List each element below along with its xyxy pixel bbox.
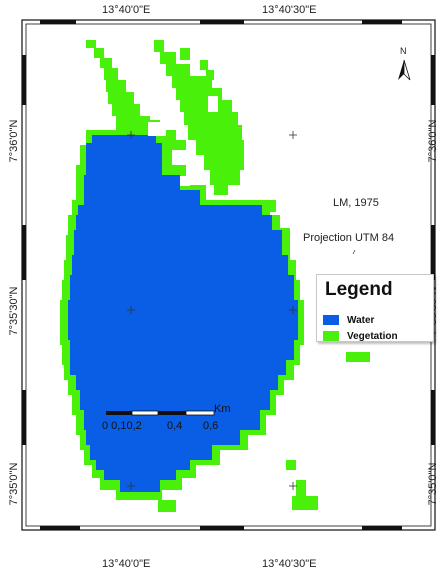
water-cell xyxy=(74,230,282,255)
legend-label-vegetation: Vegetation xyxy=(347,330,398,342)
coord-label-top-right: 13°40'30"E xyxy=(262,4,317,16)
coord-label-left-3: 7°35'0"N xyxy=(8,462,20,506)
north-arrow-icon xyxy=(398,59,411,81)
water-cell xyxy=(80,390,270,410)
coord-label-bottom-left: 13°40'0"E xyxy=(102,558,151,570)
water-cell xyxy=(86,430,240,445)
vegetation-cell xyxy=(184,112,238,125)
gap-cell xyxy=(180,176,190,186)
water-cell xyxy=(68,300,298,340)
legend-item-vegetation: Vegetation xyxy=(323,329,398,343)
gap-cell xyxy=(148,122,166,136)
gap-cell xyxy=(208,96,218,112)
legend: Legend Water Vegetation xyxy=(316,274,434,342)
scale-tick-04: 0,4 xyxy=(167,420,183,432)
coord-label-left-2: 7°35'30"N xyxy=(8,286,20,336)
water-swatch xyxy=(323,315,339,325)
vegetation-cell xyxy=(116,490,162,500)
map-projection-label: Projection UTM 84 xyxy=(303,232,395,244)
vegetation-cell xyxy=(160,140,186,150)
vegetation-cell xyxy=(180,100,232,112)
water-cell xyxy=(72,255,288,275)
vegetation-cell xyxy=(106,80,126,92)
vegetation-cell xyxy=(196,140,244,155)
vegetation-cell xyxy=(154,40,164,52)
vegetation-cell xyxy=(112,104,140,116)
water-cell xyxy=(86,143,162,175)
water-cell xyxy=(70,360,286,375)
scale-ticks: 0 0,10,2 xyxy=(102,420,142,432)
vegetation-cell xyxy=(188,125,242,140)
vegetation-swatch xyxy=(323,331,339,341)
legend-item-water: Water xyxy=(323,313,374,327)
map-year-label: LM, 1975 xyxy=(333,197,379,209)
scale-unit: Km xyxy=(214,403,231,415)
vegetation-cell xyxy=(210,170,240,185)
north-label: N xyxy=(400,46,407,56)
legend-title: Legend xyxy=(325,279,393,300)
vegetation-cell xyxy=(204,155,244,170)
graticule-cross xyxy=(127,482,135,490)
vegetation-patch xyxy=(296,480,306,496)
water-cell xyxy=(90,445,212,460)
vegetation-cell xyxy=(94,48,104,58)
graticule-cross xyxy=(127,306,135,314)
coord-label-top-left: 13°40'0"E xyxy=(102,4,151,16)
water-cell xyxy=(104,470,176,480)
vegetation-patch xyxy=(264,200,276,212)
water-cell xyxy=(76,375,278,390)
graticule-cross xyxy=(289,131,297,139)
vegetation-cell xyxy=(214,185,228,195)
vegetation-cell xyxy=(108,92,134,104)
coord-label-right-3: 7°35'0"N xyxy=(427,462,439,506)
water-cell xyxy=(70,340,294,360)
vegetation-cell xyxy=(172,76,212,88)
vegetation-patch xyxy=(158,500,176,512)
scale-bar xyxy=(106,410,215,416)
water-cell xyxy=(96,460,190,470)
gap-cell xyxy=(186,150,196,162)
graticule-cross xyxy=(127,131,135,139)
coord-label-left-1: 7°36'0"N xyxy=(8,119,20,163)
legend-label-water: Water xyxy=(347,314,375,326)
scale-tick-06: 0,6 xyxy=(203,420,219,432)
vegetation-cell xyxy=(104,68,118,80)
water-cell xyxy=(120,480,160,492)
land-cover-layer xyxy=(60,40,370,512)
vegetation-patch xyxy=(346,352,370,362)
vegetation-cell xyxy=(86,40,96,48)
coord-label-bottom-right: 13°40'30"E xyxy=(262,558,317,570)
graticule-cross xyxy=(289,306,297,314)
water-cell xyxy=(84,175,180,190)
vegetation-patch xyxy=(286,460,296,470)
graticule-cross xyxy=(289,482,297,490)
water-cell xyxy=(76,215,272,230)
vegetation-cell xyxy=(166,64,190,76)
coord-label-right-1: 7°36'0"N xyxy=(427,119,439,163)
water-cell xyxy=(70,275,294,300)
vegetation-cell xyxy=(100,58,112,68)
vegetation-cell xyxy=(160,52,176,64)
water-cell xyxy=(84,190,200,205)
vegetation-cell xyxy=(206,70,214,80)
vegetation-patch xyxy=(292,496,318,510)
vegetation-cell xyxy=(200,60,208,70)
graticule-crosses xyxy=(127,131,297,490)
water-cell xyxy=(78,205,262,215)
vegetation-cell xyxy=(180,48,190,60)
